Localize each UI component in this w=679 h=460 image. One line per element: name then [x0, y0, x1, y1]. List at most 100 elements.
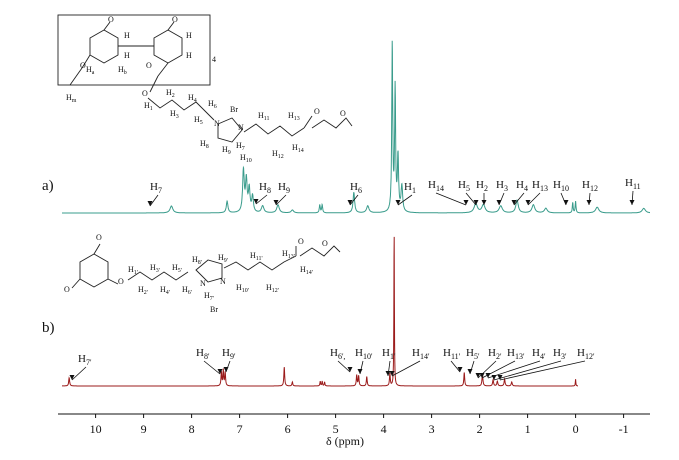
atom-subscript: 5'	[178, 268, 182, 274]
atom-label: H	[124, 31, 130, 40]
peak-label: H13	[532, 179, 548, 193]
peak-label-h: H	[443, 347, 451, 359]
atom-label: H	[186, 51, 192, 60]
atom-symbol: H	[236, 283, 242, 292]
atom-subscript: 6'	[188, 290, 192, 296]
atom-symbol: N	[214, 119, 220, 128]
atom-label: H	[186, 31, 192, 40]
atom-label: H9'	[218, 253, 228, 264]
panel-label-a: a)	[42, 178, 54, 194]
atom-label: H10'	[236, 283, 249, 294]
peak-arrow-head	[629, 200, 635, 205]
atom-label: O	[96, 233, 102, 242]
atom-label: H12'	[266, 283, 279, 294]
atom-label: H12	[272, 149, 284, 160]
structure-a	[57, 14, 353, 143]
peak-arrow	[487, 360, 541, 379]
atom-label: H5'	[172, 263, 182, 274]
imidazolium-ring-b	[195, 259, 223, 283]
peak-arrow	[450, 360, 461, 373]
atom-symbol: O	[298, 237, 304, 246]
atom-symbol: H	[208, 99, 214, 108]
peak-arrow-head	[253, 199, 259, 204]
atom-subscript: 8	[206, 144, 209, 150]
peak-label: H7	[150, 181, 162, 195]
peak-label-sub: 7	[158, 186, 162, 195]
peak-label: H6',	[330, 347, 345, 361]
peak-arrow-head	[347, 200, 353, 205]
peak-label: H11'	[443, 347, 461, 361]
peak-label-h: H	[404, 181, 412, 193]
peak-label-h: H	[150, 181, 158, 193]
structure-b	[71, 243, 341, 289]
x-tick-label: 10	[90, 422, 102, 436]
peak-label-h: H	[577, 347, 585, 359]
atom-label: H10	[240, 153, 252, 164]
atom-subscript: 7'	[210, 296, 214, 302]
peak-arrow-head	[525, 200, 531, 205]
peak-label-h: H	[488, 347, 496, 359]
allyl-ester-b	[299, 245, 341, 257]
peak-label-sub: 9'	[230, 352, 236, 361]
peak-arrow-head	[273, 200, 279, 205]
atom-subscript: m	[72, 98, 77, 104]
atom-subscript: 6	[214, 104, 217, 110]
atom-label: H6	[208, 99, 217, 110]
alkyl-chain-b	[127, 271, 189, 281]
atom-symbol: H	[86, 65, 92, 74]
atom-subscript: 10'	[242, 288, 249, 294]
atom-symbol: N	[238, 123, 244, 132]
peak-label-sub: 6',	[338, 352, 345, 361]
peak-arrow-head	[357, 369, 363, 374]
peak-label-h: H	[582, 179, 590, 191]
atom-symbol: H	[282, 249, 288, 258]
spectrum-b	[62, 236, 578, 387]
x-tick-label: 7	[237, 422, 243, 436]
atom-subscript: 1	[150, 106, 153, 112]
peak-label-h: H	[278, 181, 286, 193]
atom-symbol: H	[150, 263, 156, 272]
peak-label-h: H	[330, 347, 338, 359]
atom-label: H3	[170, 109, 179, 120]
atom-symbol: H	[300, 265, 306, 274]
atom-label: H	[124, 51, 130, 60]
atom-subscript: 12	[278, 154, 284, 160]
peak-label-sub: 3	[504, 184, 508, 193]
atom-label: O	[172, 15, 178, 24]
atom-label: O	[80, 61, 86, 70]
atom-symbol: O	[146, 61, 152, 70]
peak-label-sub: 7'	[86, 358, 92, 367]
atom-label: H7	[236, 141, 245, 152]
atom-subscript: 8'	[198, 260, 202, 266]
peak-label-sub: 4'	[540, 352, 546, 361]
peak-arrow	[465, 192, 477, 206]
peak-arrow-head	[395, 200, 401, 205]
peak-label-h: H	[259, 181, 267, 193]
atom-symbol: H	[124, 51, 130, 60]
peak-arrow-head	[217, 369, 223, 374]
peak-arrow-head	[586, 200, 592, 205]
peak-label-h: H	[382, 347, 390, 359]
peak-label: H3	[496, 179, 508, 193]
atom-label: 4	[212, 55, 216, 64]
peak-label-h: H	[625, 177, 633, 189]
peak-label: H4	[516, 179, 528, 193]
atom-label: H13	[288, 111, 300, 122]
atom-subscript: a	[92, 70, 95, 76]
benzene-ring-1	[89, 29, 119, 64]
peak-arrow-head	[491, 375, 497, 380]
atom-label: H14	[292, 143, 304, 154]
atom-label: H9	[222, 145, 231, 156]
spectrum-line-b	[62, 236, 578, 387]
peak-arrow-head	[457, 367, 463, 372]
atom-subscript: 3	[176, 114, 179, 120]
peak-label: H14'	[412, 347, 430, 361]
atom-symbol: O	[108, 15, 114, 24]
peak-arrow-head	[563, 200, 569, 205]
atom-symbol: H	[236, 141, 242, 150]
atom-symbol: H	[186, 31, 192, 40]
atom-label: H13'	[282, 249, 295, 260]
peak-arrow-head	[511, 200, 517, 205]
atom-subscript: 5	[200, 120, 203, 126]
atom-symbol: H	[292, 143, 298, 152]
